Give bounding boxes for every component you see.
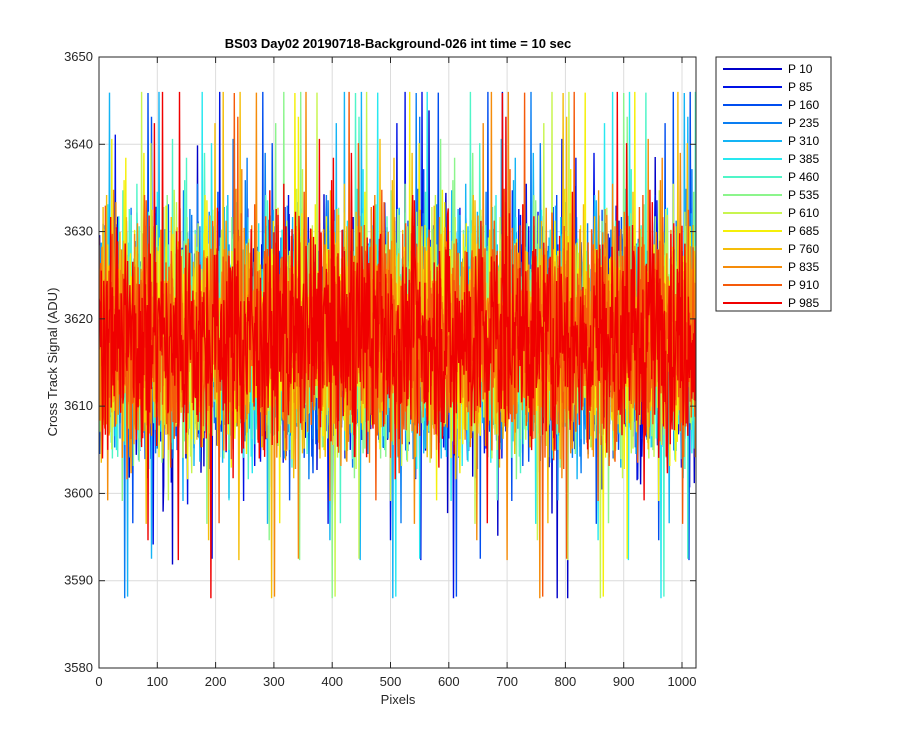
legend-label: P 85 [788, 80, 813, 94]
legend-label: P 610 [788, 206, 819, 220]
y-tick-label: 3610 [64, 398, 93, 413]
y-tick-label: 3650 [64, 49, 93, 64]
legend-label: P 985 [788, 296, 819, 310]
legend-entry: P 535 [723, 188, 819, 202]
legend-label: P 685 [788, 224, 819, 238]
legend-entry: P 835 [723, 260, 819, 274]
y-tick-label: 3620 [64, 311, 93, 326]
legend-label: P 835 [788, 260, 819, 274]
x-tick-label: 800 [555, 674, 577, 689]
legend-label: P 910 [788, 278, 819, 292]
x-tick-label: 200 [205, 674, 227, 689]
x-tick-label: 500 [380, 674, 402, 689]
legend-entry: P 385 [723, 152, 819, 166]
y-tick-label: 3600 [64, 485, 93, 500]
x-tick-label: 900 [613, 674, 635, 689]
x-tick-label: 300 [263, 674, 285, 689]
legend-entry: P 460 [723, 170, 819, 184]
legend-entry: P 910 [723, 278, 819, 292]
legend-label: P 385 [788, 152, 819, 166]
chart-title: BS03 Day02 20190718-Background-026 int t… [225, 36, 572, 51]
legend-entry: P 985 [723, 296, 819, 310]
series-line [99, 91, 696, 599]
x-tick-label: 600 [438, 674, 460, 689]
x-tick-label: 400 [321, 674, 343, 689]
y-tick-label: 3640 [64, 136, 93, 151]
x-tick-label: 700 [496, 674, 518, 689]
y-tick-label: 3630 [64, 224, 93, 239]
legend-entry: P 760 [723, 242, 819, 256]
y-axis-label: Cross Track Signal (ADU) [45, 288, 60, 437]
legend-entry: P 85 [723, 80, 813, 94]
legend-entry: P 610 [723, 206, 819, 220]
legend-entry: P 160 [723, 98, 819, 112]
legend-entry: P 235 [723, 116, 819, 130]
axes-box [98, 56, 697, 669]
series-group [99, 91, 696, 599]
legend-label: P 460 [788, 170, 819, 184]
legend-entry: P 310 [723, 134, 819, 148]
x-tick-label: 1000 [668, 674, 697, 689]
x-axis-label: Pixels [381, 692, 416, 707]
legend-label: P 535 [788, 188, 819, 202]
legend-label: P 235 [788, 116, 819, 130]
legend-entry: P 10 [723, 62, 813, 76]
legend: P 10 P 85 P 160 P 235 P 310 P 385 P 460 P 535 P … [715, 56, 832, 312]
y-tick-label: 3590 [64, 573, 93, 588]
x-tick-label: 0 [95, 674, 102, 689]
legend-box [715, 56, 832, 312]
legend-entry: P 685 [723, 224, 819, 238]
x-tick-label: 100 [146, 674, 168, 689]
legend-label: P 310 [788, 134, 819, 148]
legend-label: P 160 [788, 98, 819, 112]
legend-label: P 760 [788, 242, 819, 256]
legend-label: P 10 [788, 62, 813, 76]
y-tick-label: 3580 [64, 660, 93, 675]
ticks: 0 100 200 300 400 500 600 700 800 900 1000 3580 3590… [64, 49, 696, 689]
